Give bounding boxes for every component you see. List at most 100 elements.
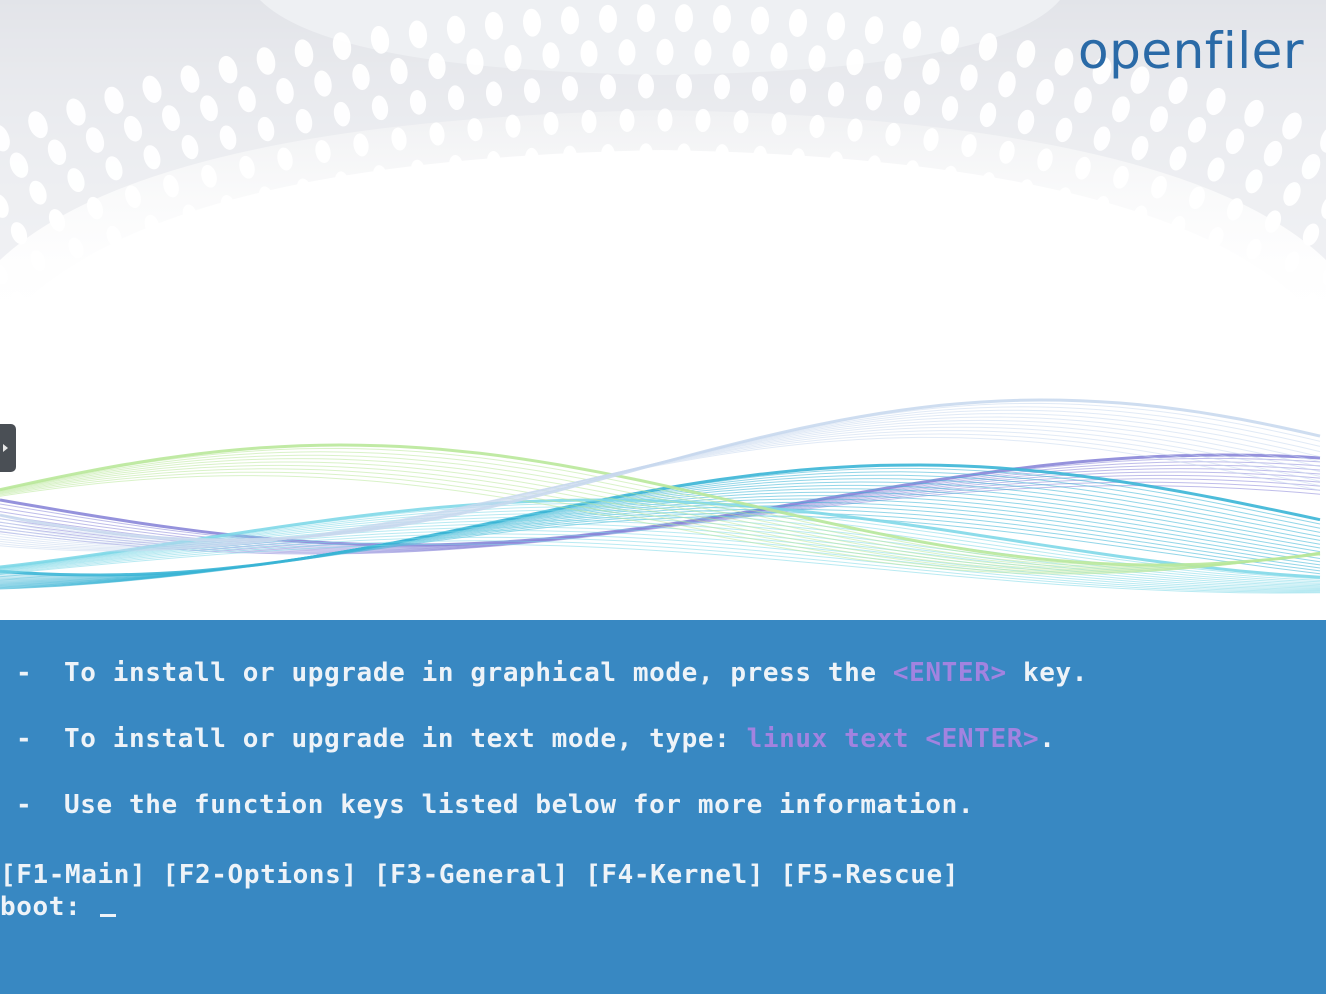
instruction-line: - To install or upgrade in graphical mode… xyxy=(16,658,1088,688)
decor-dot xyxy=(523,78,541,104)
function-key-bar: [F1-Main] [F2-Options] [F3-General] [F4-… xyxy=(0,860,959,890)
decor-dot xyxy=(1285,321,1299,339)
decor-dot xyxy=(106,225,122,247)
text-cursor xyxy=(99,914,116,917)
decor-dot xyxy=(562,145,578,168)
splash-artwork: openfiler xyxy=(0,0,1326,594)
decor-dot xyxy=(600,144,616,166)
decor-dot xyxy=(448,154,464,177)
decor-dot xyxy=(753,215,767,234)
decor-dot xyxy=(181,134,199,160)
decor-dot xyxy=(107,295,121,314)
decor-dot xyxy=(374,304,386,320)
decor-dot xyxy=(1036,78,1054,105)
decor-wave xyxy=(0,468,1321,573)
decor-dot xyxy=(1301,153,1321,180)
decor-dot xyxy=(370,25,390,54)
decor-dot xyxy=(1000,210,1014,231)
decor-dot xyxy=(770,42,788,69)
decor-dot xyxy=(504,44,522,72)
decor-dot xyxy=(1134,344,1146,360)
decor-dot xyxy=(0,194,9,218)
decor-wave xyxy=(0,464,1321,572)
decor-dot xyxy=(902,21,922,49)
decor-dot xyxy=(922,58,940,85)
decor-dot xyxy=(828,151,844,173)
decor-dot xyxy=(658,178,672,199)
decor-dot xyxy=(219,125,237,150)
decor-dot xyxy=(637,73,655,99)
decor-dot xyxy=(1209,296,1223,315)
decor-dot xyxy=(430,191,444,212)
decor-dot xyxy=(999,140,1015,164)
decor-dot xyxy=(429,122,445,146)
boot-console: - To install or upgrade in graphical mode… xyxy=(0,620,1326,994)
decor-dot xyxy=(1001,280,1013,297)
decor-dot xyxy=(0,263,8,285)
function-key-f4[interactable]: [F4-Kernel] xyxy=(585,860,764,890)
decor-dot xyxy=(1247,308,1261,327)
decor-dot xyxy=(165,313,177,331)
decor-dot xyxy=(220,195,236,217)
decor-wave xyxy=(0,475,1321,575)
instruction-line: - Use the function keys listed below for … xyxy=(16,790,974,820)
decor-dot xyxy=(715,213,729,233)
decor-dot xyxy=(428,52,446,80)
function-key-f3[interactable]: [F3-General] xyxy=(373,860,569,890)
decor-dot xyxy=(771,112,787,136)
decor-dot xyxy=(409,90,427,115)
decor-dot xyxy=(49,278,65,298)
decor-dot xyxy=(1095,265,1109,284)
decor-dot xyxy=(963,273,975,290)
decor-dot xyxy=(1076,226,1090,246)
side-panel-handle[interactable] xyxy=(0,424,16,472)
decor-dot xyxy=(638,143,654,165)
decor-dot xyxy=(354,202,368,223)
bullet-dash: - xyxy=(16,790,33,820)
decor-dot xyxy=(1113,165,1129,189)
decor-dot xyxy=(1207,157,1225,182)
decor-dot xyxy=(943,235,957,254)
decor-dot xyxy=(1018,179,1034,201)
decor-dot xyxy=(276,77,294,105)
boot-prompt[interactable]: boot: xyxy=(0,892,116,922)
decor-wave xyxy=(0,471,1321,574)
decor-dot xyxy=(1130,66,1150,94)
decor-dot xyxy=(1151,175,1167,199)
bullet-dash: - xyxy=(16,724,33,754)
decor-dot xyxy=(789,78,807,104)
decor-dot xyxy=(639,212,653,232)
decor-dot xyxy=(446,15,466,44)
decor-dot xyxy=(544,181,558,202)
decor-dot xyxy=(788,9,808,37)
decor-dot xyxy=(867,224,881,244)
decor-wave xyxy=(0,543,1321,594)
decor-dot xyxy=(241,294,253,312)
decor-dot xyxy=(923,128,939,152)
decor-dot xyxy=(86,196,104,220)
decor-dot xyxy=(1056,187,1072,209)
function-key-f5[interactable]: [F5-Rescue] xyxy=(780,860,960,890)
decor-dot xyxy=(750,6,770,35)
decor-dot xyxy=(790,148,806,170)
decor-dot xyxy=(85,127,105,153)
decor-wave xyxy=(0,451,1321,568)
key-highlight: <ENTER> xyxy=(892,658,1007,688)
decor-dot xyxy=(1020,318,1032,334)
decor-dot xyxy=(1075,156,1091,180)
decor-dot xyxy=(830,290,842,306)
decor-dot xyxy=(847,118,863,142)
function-key-f1[interactable]: [F1-Main] xyxy=(0,860,147,890)
decor-dot xyxy=(735,249,747,267)
decor-dot xyxy=(696,178,710,199)
decor-dot xyxy=(163,174,179,198)
decor-dot xyxy=(1284,251,1300,273)
decor-dot xyxy=(392,197,406,217)
decor-dot xyxy=(123,115,143,142)
function-key-f2[interactable]: [F2-Options] xyxy=(162,860,358,890)
decor-dot xyxy=(466,48,484,75)
decor-dot xyxy=(583,249,595,266)
decor-dot xyxy=(393,266,405,284)
decor-dot xyxy=(903,90,921,116)
decor-dot xyxy=(1206,87,1226,116)
